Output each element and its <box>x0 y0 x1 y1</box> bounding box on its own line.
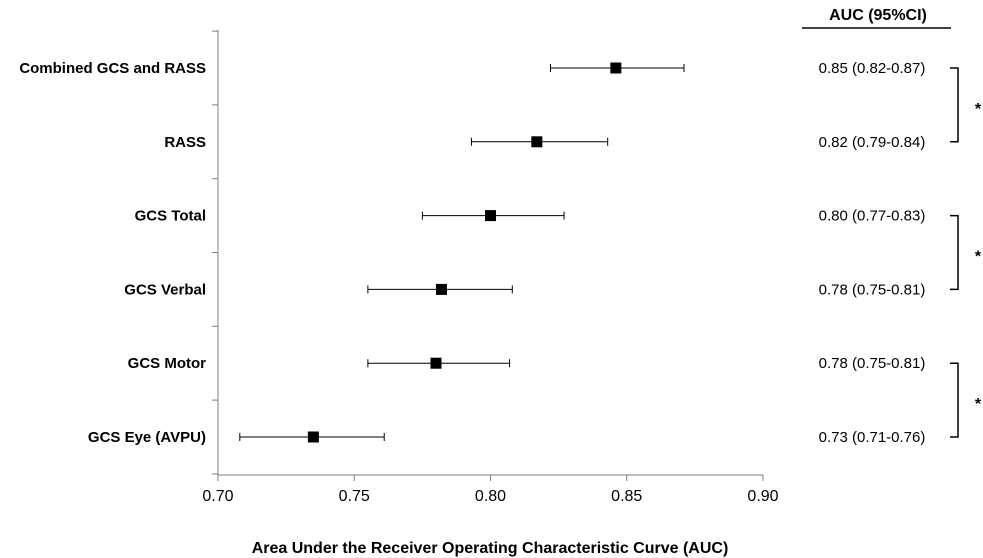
x-axis: 0.70 0.75 0.80 0.85 0.90 <box>202 474 779 505</box>
significance-bracket <box>950 67 959 143</box>
x-tick-label: 0.80 <box>475 488 506 505</box>
x-tick-label: 0.75 <box>339 488 370 505</box>
auc-column: AUC (95%CI) <box>802 7 951 29</box>
x-axis-title: Area Under the Receiver Operating Charac… <box>252 540 729 557</box>
auc-ci-label: 0.85 (0.82-0.87) <box>819 60 926 77</box>
y-axis <box>212 30 219 475</box>
auc-point-marker <box>531 136 543 148</box>
row-label: GCS Eye (AVPU) <box>88 429 206 446</box>
auc-point-marker <box>610 62 622 74</box>
row-label: Combined GCS and RASS <box>19 60 206 77</box>
auc-point-marker <box>485 210 496 222</box>
auc-column-header: AUC (95%CI) <box>829 7 927 24</box>
significance-marker: * <box>975 396 982 413</box>
auc-point-marker <box>435 283 447 295</box>
row-label: RASS <box>164 134 206 151</box>
row-label: GCS Total <box>135 208 206 225</box>
plot-rows: Combined GCS and RASS 0.85 (0.82-0.87) RAS… <box>19 60 925 446</box>
auc-ci-label: 0.78 (0.75-0.81) <box>819 281 926 298</box>
significance-brackets: * * * <box>950 67 982 438</box>
auc-point-marker <box>430 357 442 369</box>
significance-marker: * <box>975 101 982 118</box>
auc-ci-label: 0.80 (0.77-0.83) <box>819 208 926 225</box>
x-tick-label: 0.85 <box>611 488 642 505</box>
x-tick-label: 0.90 <box>747 488 778 505</box>
auc-point-marker <box>307 431 319 443</box>
significance-bracket <box>950 214 959 291</box>
row-label: GCS Verbal <box>124 281 206 298</box>
row-label: GCS Motor <box>128 355 206 372</box>
significance-bracket <box>950 362 959 438</box>
x-tick-label: 0.70 <box>202 488 233 505</box>
auc-ci-label: 0.78 (0.75-0.81) <box>819 355 926 372</box>
significance-marker: * <box>975 249 982 266</box>
auc-ci-label: 0.82 (0.79-0.84) <box>819 134 926 151</box>
auc-ci-label: 0.73 (0.71-0.76) <box>819 429 926 446</box>
